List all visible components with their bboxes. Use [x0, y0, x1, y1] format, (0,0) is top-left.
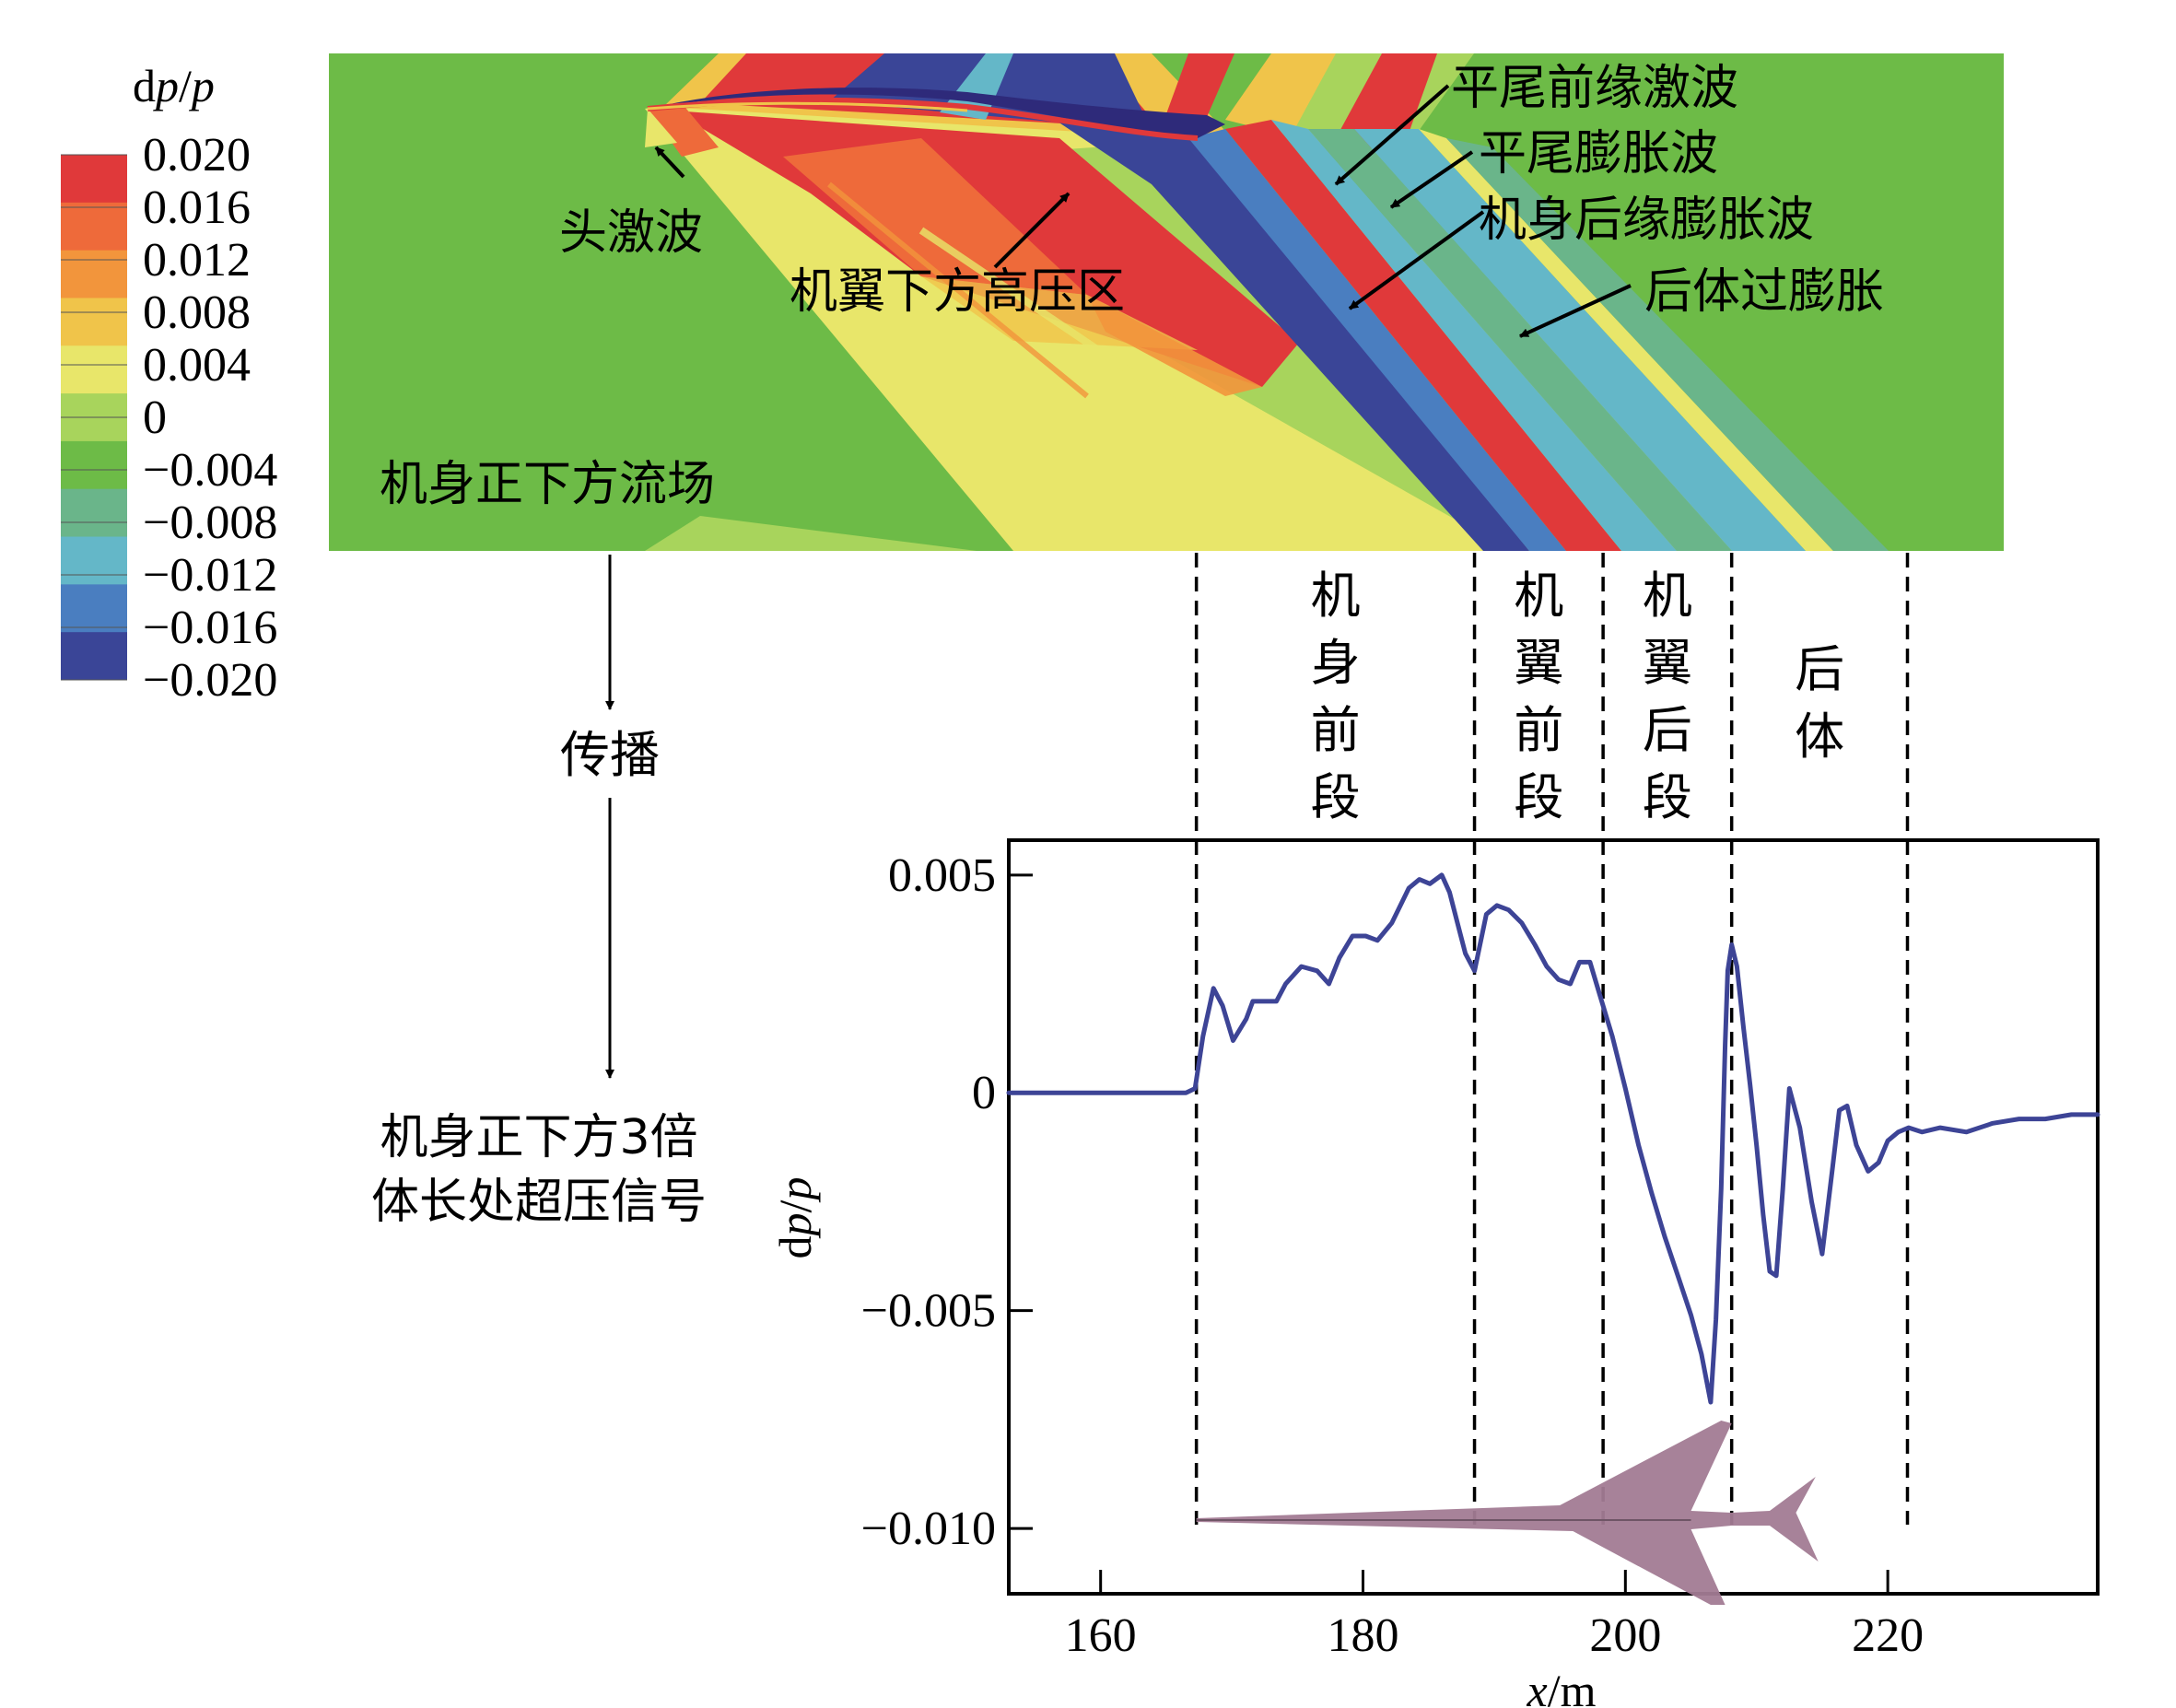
x-tick-label: 200	[1589, 1609, 1661, 1662]
x-axis-label: x/m	[1527, 1665, 1597, 1708]
colorbar-band	[61, 584, 127, 633]
aircraft-body	[1196, 1421, 1819, 1605]
colorbar-label: −0.020	[143, 654, 277, 707]
flowfield-contour: 头激波 机翼下方高压区 平尾前缘激波 平尾膨胀波 机身后缘膨胀波 后体过膨胀 机…	[329, 53, 2004, 551]
colorbar-band	[61, 298, 127, 346]
aft-overexpansion-arrow	[1519, 284, 1632, 338]
colorbar-label: −0.004	[143, 444, 277, 497]
segment-label-char: 段	[1514, 768, 1563, 826]
colorbar-label: 0.016	[143, 181, 251, 234]
colorbar-label: −0.012	[143, 549, 277, 602]
colorbar-band	[61, 536, 127, 585]
head-shock-arrow	[654, 146, 685, 179]
segment-label-char: 机	[1643, 567, 1692, 625]
colorbar-band	[61, 488, 127, 538]
colorbar-label: −0.016	[143, 602, 277, 654]
signal-chart: 0.005 0 −0.005 −0.010 160 180 200 220 x/m dp/p	[769, 838, 2100, 1708]
segment-label-char: 机	[1311, 567, 1361, 625]
segment-dividers	[1194, 553, 1910, 1525]
wing-high-pressure-arrow	[993, 192, 1070, 269]
colorbar-label: 0.020	[143, 129, 251, 181]
x-ticks: 160 180 200 220	[1065, 1570, 1924, 1662]
wing-high-pressure-label: 机翼下方高压区	[790, 264, 1125, 320]
colorbar-band	[61, 155, 127, 204]
fuselage-trailing-expansion-arrow	[1348, 210, 1485, 310]
tail-leading-shock-arrow	[1334, 84, 1450, 186]
segment-label-char: 后	[1795, 640, 1844, 698]
signal-label-line1: 机身正下方3倍	[380, 1110, 697, 1165]
colorbar-labels: 0.0200.0160.0120.0080.0040−0.004−0.008−0…	[143, 129, 277, 707]
colorbar-label: 0.004	[143, 339, 251, 392]
head-shock-label: 头激波	[559, 205, 703, 261]
x-tick-label: 180	[1328, 1609, 1399, 1662]
colorbar-label: 0.012	[143, 234, 251, 287]
colorbar-title: dp/p	[133, 60, 215, 111]
colorbar-label: 0.008	[143, 287, 251, 339]
segment-label-char: 身	[1311, 634, 1361, 692]
colorbar-label: −0.008	[143, 497, 277, 549]
segment-label-char: 翼	[1643, 634, 1692, 692]
colorbar-band	[61, 202, 127, 252]
segment-label-char: 后	[1643, 701, 1692, 759]
tail-expansion-arrow	[1389, 150, 1474, 209]
overpressure-signal-line	[1006, 872, 2100, 1405]
plot-frame	[1007, 838, 2100, 1596]
flowfield-region-label: 机身正下方流场	[380, 457, 715, 512]
colorbar-band	[61, 345, 127, 394]
colorbar-scale	[61, 154, 127, 681]
segment-label-char: 前	[1514, 701, 1563, 759]
tail-expansion-label: 平尾膨胀波	[1479, 126, 1718, 181]
segment-label-char: 翼	[1514, 634, 1563, 692]
aft-overexpansion-label: 后体过膨胀	[1644, 264, 1884, 320]
signal-label-line2: 体长处超压信号	[371, 1175, 707, 1230]
segment-label-char: 段	[1643, 768, 1692, 826]
propagation: 传播 机身正下方3倍 体长处超压信号	[371, 555, 707, 1230]
colorbar-band	[61, 250, 127, 298]
y-axis-label: dp/p	[769, 1177, 821, 1259]
x-tick-label: 160	[1065, 1609, 1137, 1662]
colorbar-band	[61, 440, 127, 490]
segment-label-char: 体	[1795, 708, 1844, 766]
y-tick-label: −0.005	[861, 1285, 996, 1338]
colorbar-label: 0	[143, 392, 167, 444]
propagation-label: 传播	[560, 726, 660, 784]
fuselage-trailing-expansion-label: 机身后缘膨胀波	[1479, 193, 1814, 248]
y-tick-label: 0.005	[888, 849, 996, 902]
colorbar-band	[61, 632, 127, 681]
y-tick-label: 0	[972, 1067, 996, 1119]
segment-label-char: 段	[1311, 768, 1361, 826]
segment-label-char: 机	[1514, 567, 1563, 625]
tail-leading-shock-label: 平尾前缘激波	[1451, 61, 1738, 116]
segment-label-char: 前	[1311, 701, 1361, 759]
y-tick-label: −0.010	[861, 1503, 996, 1555]
colorbar: dp/p 0.0200.0160.0120.0080.0040−0.004−0.…	[61, 60, 277, 707]
aircraft-planform	[1196, 1421, 1819, 1605]
x-tick-label: 220	[1852, 1609, 1924, 1662]
